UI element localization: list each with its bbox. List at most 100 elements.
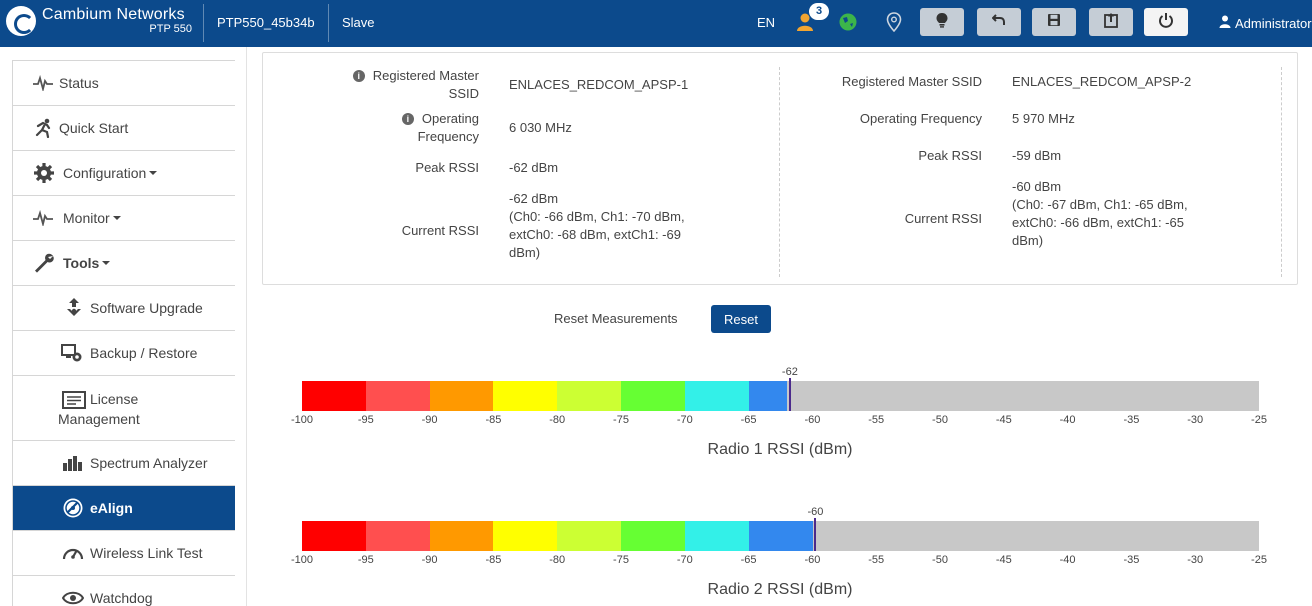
axis-tick-label: -95 (357, 414, 374, 426)
rssi-marker-label: -60 (807, 506, 824, 518)
radio2-ssid-value: ENLACES_REDCOM_APSP-2 (1012, 74, 1192, 89)
radio1-current-rssi-value: -62 dBm (Ch0: -66 dBm, Ch1: -70 dBm, ext… (509, 191, 685, 260)
radio2-frequency-value: 5 970 MHz (1012, 111, 1075, 126)
column-divider (779, 67, 780, 277)
radio2-current-rssi-value: -60 dBm (Ch0: -67 dBm, Ch1: -65 dBm, ext… (1012, 179, 1188, 248)
reset-button[interactable]: Reset (711, 305, 771, 333)
reboot-button[interactable] (1144, 8, 1188, 36)
meter-segment (365, 521, 431, 551)
undo-button[interactable] (977, 8, 1021, 36)
sidebar-item-label: Backup / Restore (90, 345, 198, 361)
save-button[interactable] (1032, 8, 1076, 36)
sidebar-item-license-management[interactable]: License Management (13, 375, 235, 440)
sidebar-item-backup-restore[interactable]: Backup / Restore (13, 330, 235, 375)
content-divider (246, 47, 247, 606)
user-notifications-icon[interactable] (796, 12, 816, 37)
axis-tick-label: -70 (676, 414, 693, 426)
lightbulb-icon (935, 12, 949, 33)
sidebar-item-label: Quick Start (59, 120, 129, 136)
sidebar-item-ealign[interactable]: eAlign (13, 485, 235, 530)
axis-tick-label: -65 (740, 554, 757, 566)
axis-tick-label: -45 (995, 414, 1012, 426)
radio1-rssi-title: Radio 1 RSSI (dBm) (707, 441, 853, 458)
sidebar-item-configuration[interactable]: Configuration (13, 150, 235, 195)
pulse-icon (33, 210, 53, 226)
sidebar-item-wireless-link-test[interactable]: Wireless Link Test (13, 530, 235, 575)
sidebar-item-software-upgrade[interactable]: Software Upgrade (13, 285, 235, 330)
radio2-peak-rssi-value: -59 dBm (1012, 148, 1062, 163)
user-name: Administrator (1235, 15, 1312, 31)
wrench-icon (33, 252, 55, 274)
info-icon[interactable]: i (352, 70, 365, 82)
meter-segment (684, 521, 750, 551)
sidebar-item-status[interactable]: Status (13, 60, 235, 105)
axis-tick-label: -70 (676, 554, 693, 566)
axis-tick-label: -100 (290, 554, 314, 566)
column-divider (1281, 67, 1282, 277)
sidebar: Status Quick Start Configuration Monitor… (12, 60, 235, 606)
meter-segment (429, 521, 494, 551)
meter-segment (302, 521, 367, 551)
meter-segment (557, 381, 622, 411)
sidebar-item-label: Configuration (63, 165, 147, 181)
axis-tick-label: -35 (1123, 414, 1140, 426)
chevron-down-icon (149, 171, 158, 175)
operating-frequency-label: i Operating Frequency (300, 110, 479, 146)
axis-tick-label: -50 (932, 554, 948, 566)
divider (203, 4, 204, 42)
undo-icon (991, 13, 1006, 32)
sidebar-item-label: Monitor (63, 210, 110, 226)
radio1-frequency-value: 6 030 MHz (509, 120, 572, 135)
location-pin-icon[interactable] (885, 12, 903, 37)
notification-badge[interactable]: 3 (809, 3, 829, 20)
sidebar-item-label-line2: Management (58, 411, 140, 427)
sidebar-item-quick-start[interactable]: Quick Start (13, 105, 235, 150)
divider (328, 4, 329, 42)
meter-segment (621, 381, 686, 411)
sidebar-item-label: License (90, 391, 139, 407)
axis-tick-label: -30 (1187, 414, 1204, 426)
radio1-peak-rssi-value: -62 dBm (509, 160, 559, 175)
axis-tick-label: -25 (1251, 414, 1267, 426)
top-bar: Cambium Networks PTP 550 PTP550_45b34b S… (0, 0, 1312, 47)
device-role: Slave (342, 15, 375, 30)
apply-button[interactable] (1089, 8, 1133, 36)
peak-rssi-label: Peak RSSI (415, 160, 479, 175)
pulse-icon (33, 75, 53, 91)
sidebar-item-label: Watchdog (90, 590, 153, 606)
language-selector[interactable]: EN (757, 15, 776, 30)
axis-tick-label: -40 (1059, 414, 1076, 426)
axis-tick-label: -80 (549, 554, 566, 566)
sidebar-item-spectrum-analyzer[interactable]: Spectrum Analyzer (13, 440, 235, 485)
axis-tick-label: -55 (868, 414, 885, 426)
registered-master-ssid-label: Registered Master SSID (841, 74, 982, 89)
operating-frequency-label: Operating Frequency (859, 111, 982, 126)
axis-tick-label: -65 (740, 414, 757, 426)
eye-icon (62, 591, 84, 605)
chevron-down-icon (112, 216, 121, 220)
axis-tick-label: -50 (932, 414, 948, 426)
sidebar-item-tools[interactable]: Tools (13, 240, 235, 285)
sidebar-item-label: eAlign (90, 500, 133, 516)
radio-info-panel (262, 52, 1298, 285)
meter-segment (302, 381, 367, 411)
axis-tick-label: -35 (1123, 554, 1140, 566)
axis-tick-label: -60 (804, 554, 821, 566)
sidebar-item-watchdog[interactable]: Watchdog (13, 575, 235, 606)
axis-tick-label: -85 (485, 414, 502, 426)
axis-tick-label: -85 (485, 554, 502, 566)
meter-segment (621, 521, 686, 551)
axis-tick-label: -55 (868, 554, 885, 566)
cambium-logo-icon (6, 6, 36, 36)
info-icon[interactable]: i (401, 113, 414, 125)
ealign-icon (62, 497, 84, 519)
globe-icon[interactable] (838, 12, 858, 37)
meter-segment (684, 381, 750, 411)
axis-tick-label: -100 (290, 414, 314, 426)
lightbulb-button[interactable] (920, 8, 964, 36)
user-menu[interactable]: Administrator (1219, 15, 1312, 31)
license-icon (62, 391, 86, 409)
axis-tick-label: -30 (1187, 554, 1204, 566)
device-name: PTP550_45b34b (217, 15, 315, 30)
sidebar-item-monitor[interactable]: Monitor (13, 195, 235, 240)
